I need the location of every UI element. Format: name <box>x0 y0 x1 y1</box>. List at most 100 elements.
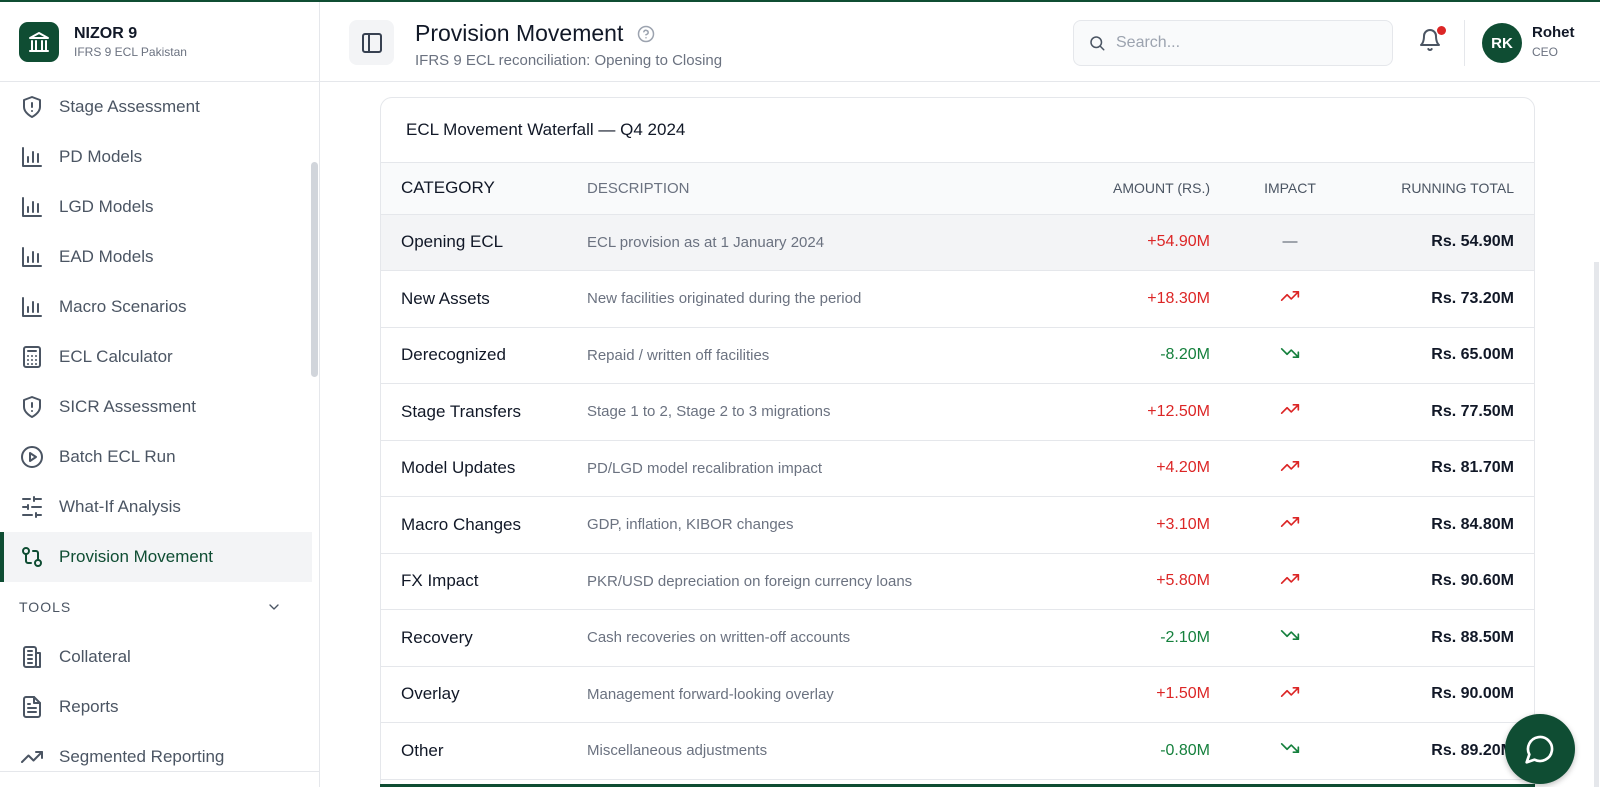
brand-name: NIZOR 9 <box>74 24 138 42</box>
sidebar-item-stage-assessment[interactable]: Stage Assessment <box>0 82 312 132</box>
sidebar-item-ead-models[interactable]: EAD Models <box>0 232 312 282</box>
cell-category: Macro Changes <box>381 496 587 554</box>
sidebar-item-label: PD Models <box>59 147 143 166</box>
trending-up-icon <box>1280 686 1300 697</box>
cell-amount: +18.30M <box>988 270 1210 328</box>
sidebar-scrollbar[interactable] <box>311 162 318 377</box>
shield-icon <box>23 396 41 418</box>
column-header-category[interactable]: CATEGORY <box>381 163 587 215</box>
avatar[interactable]: RK <box>1482 23 1522 63</box>
cell-running-total: Rs. 65.00M <box>1370 327 1534 384</box>
cell-impact <box>1210 666 1370 723</box>
sidebar-toggle-button[interactable] <box>349 20 394 65</box>
sidebar-item-collateral[interactable]: Collateral <box>0 632 312 682</box>
cell-category: Overlay <box>381 666 587 723</box>
card-title: ECL Movement Waterfall — Q4 2024 <box>381 98 1534 163</box>
column-header-running-total[interactable]: RUNNING TOTAL <box>1370 163 1534 215</box>
table-header-row: CATEGORY DESCRIPTION AMOUNT (RS.) IMPACT… <box>381 163 1534 215</box>
bar-chart-icon <box>22 247 42 267</box>
bar-chart-icon <box>22 147 42 167</box>
impact-neutral: — <box>1282 233 1298 251</box>
table-row[interactable]: Overlay Management forward-looking overla… <box>381 666 1534 723</box>
cell-amount: +12.50M <box>988 383 1210 441</box>
calculator-icon <box>23 346 41 368</box>
tools-section-label: TOOLS <box>19 599 72 615</box>
brand-subtitle: IFRS 9 ECL Pakistan <box>74 44 187 59</box>
sidebar-item-label: Macro Scenarios <box>59 297 187 316</box>
chat-button[interactable] <box>1505 714 1575 784</box>
cell-running-total: Rs. 73.20M <box>1370 270 1534 328</box>
sidebar: NIZOR 9 IFRS 9 ECL Pakistan Stage Assess… <box>0 2 320 787</box>
table-row[interactable]: Model Updates PD/LGD model recalibration … <box>381 440 1534 497</box>
table-row[interactable]: Derecognized Repaid / written off facilit… <box>381 327 1534 384</box>
cell-description: Cash recoveries on written-off accounts <box>587 609 988 667</box>
trending-up-icon <box>1280 517 1300 528</box>
cell-amount: -0.80M <box>988 722 1210 780</box>
cell-description: Repaid / written off facilities <box>587 327 988 384</box>
table-row[interactable]: Recovery Cash recoveries on written-off a… <box>381 609 1534 667</box>
column-header-description[interactable]: DESCRIPTION <box>587 163 988 215</box>
column-header-impact[interactable]: IMPACT <box>1210 163 1370 215</box>
brand-header[interactable]: NIZOR 9 IFRS 9 ECL Pakistan <box>0 2 319 82</box>
search-input[interactable] <box>1116 34 1376 52</box>
top-header: Provision Movement IFRS 9 ECL reconcilia… <box>320 2 1600 82</box>
sidebar-item-pd-models[interactable]: PD Models <box>0 132 312 182</box>
sidebar-item-sicr-assessment[interactable]: SICR Assessment <box>0 382 312 432</box>
cell-category: Stage Transfers <box>381 383 587 441</box>
waterfall-card: ECL Movement Waterfall — Q4 2024 CATEGOR… <box>380 97 1535 787</box>
bar-chart-icon <box>22 297 42 317</box>
sidebar-item-label: Segmented Reporting <box>59 747 225 766</box>
cell-amount: +1.50M <box>988 666 1210 723</box>
sidebar-item-batch-ecl-run[interactable]: Batch ECL Run <box>0 432 312 482</box>
cell-description: ECL provision as at 1 January 2024 <box>587 214 988 271</box>
notifications-button[interactable] <box>1418 26 1448 58</box>
trending-up-icon <box>1280 291 1300 302</box>
bank-icon <box>19 21 59 62</box>
main-content: ECL Movement Waterfall — Q4 2024 CATEGOR… <box>320 82 1600 787</box>
git-compare-icon <box>22 547 42 567</box>
cell-amount: -2.10M <box>988 609 1210 667</box>
column-header-amount[interactable]: AMOUNT (RS.) <box>988 163 1210 215</box>
table-row[interactable]: FX Impact PKR/USD depreciation on foreign… <box>381 553 1534 610</box>
table-row[interactable]: Other Miscellaneous adjustments -0.80M Rs. … <box>381 722 1534 780</box>
cell-impact <box>1210 270 1370 328</box>
table-row[interactable]: Opening ECL ECL provision as at 1 January… <box>381 214 1534 271</box>
sidebar-item-label: LGD Models <box>59 197 154 216</box>
cell-impact <box>1210 440 1370 497</box>
cell-impact <box>1210 553 1370 610</box>
trending-up-icon <box>1280 573 1300 584</box>
search-box[interactable] <box>1073 20 1393 66</box>
cell-description: PD/LGD model recalibration impact <box>587 440 988 497</box>
user-name[interactable]: Rohet <box>1532 24 1575 41</box>
cell-description: Stage 1 to 2, Stage 2 to 3 migrations <box>587 383 988 441</box>
card-bottom-accent <box>380 784 1535 787</box>
help-circle-icon[interactable] <box>637 25 655 43</box>
sidebar-item-macro-scenarios[interactable]: Macro Scenarios <box>0 282 312 332</box>
user-role: CEO <box>1532 45 1559 59</box>
sidebar-item-label: ECL Calculator <box>59 347 173 366</box>
cell-running-total: Rs. 88.50M <box>1370 609 1534 667</box>
cell-amount: +3.10M <box>988 496 1210 554</box>
sidebar-item-provision-movement[interactable]: Provision Movement <box>0 532 312 582</box>
table-row[interactable]: Macro Changes GDP, inflation, KIBOR chang… <box>381 496 1534 554</box>
sidebar-item-ecl-calculator[interactable]: ECL Calculator <box>0 332 312 382</box>
page-title-group: Provision Movement <box>415 20 655 47</box>
cell-running-total: Rs. 81.70M <box>1370 440 1534 497</box>
sidebar-item-reports[interactable]: Reports <box>0 682 312 732</box>
trending-up-icon <box>1280 460 1300 471</box>
cell-category: Recovery <box>381 609 587 667</box>
sidebar-item-what-if-analysis[interactable]: What-If Analysis <box>0 482 312 532</box>
cell-category: New Assets <box>381 270 587 328</box>
sidebar-item-segmented-reporting[interactable]: Segmented Reporting <box>0 732 312 782</box>
table-row[interactable]: Stage Transfers Stage 1 to 2, Stage 2 to … <box>381 383 1534 441</box>
trending-down-icon <box>1280 630 1300 641</box>
page-scrollbar[interactable] <box>1594 262 1599 787</box>
table-row[interactable]: New Assets New facilities originated duri… <box>381 270 1534 328</box>
cell-description: Miscellaneous adjustments <box>587 722 988 780</box>
sidebar-item-lgd-models[interactable]: LGD Models <box>0 182 312 232</box>
chevron-down-icon <box>269 604 279 610</box>
tools-section-toggle[interactable]: TOOLS <box>0 582 312 632</box>
sidebar-item-label: Provision Movement <box>59 547 214 566</box>
cell-category: Derecognized <box>381 327 587 384</box>
cell-impact: — <box>1210 214 1370 271</box>
